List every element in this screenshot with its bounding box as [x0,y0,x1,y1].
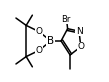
Text: Br: Br [61,15,71,24]
Text: O: O [35,46,42,55]
Text: B: B [47,36,54,46]
Text: O: O [77,42,84,51]
Text: N: N [76,27,83,36]
Text: O: O [35,27,42,36]
